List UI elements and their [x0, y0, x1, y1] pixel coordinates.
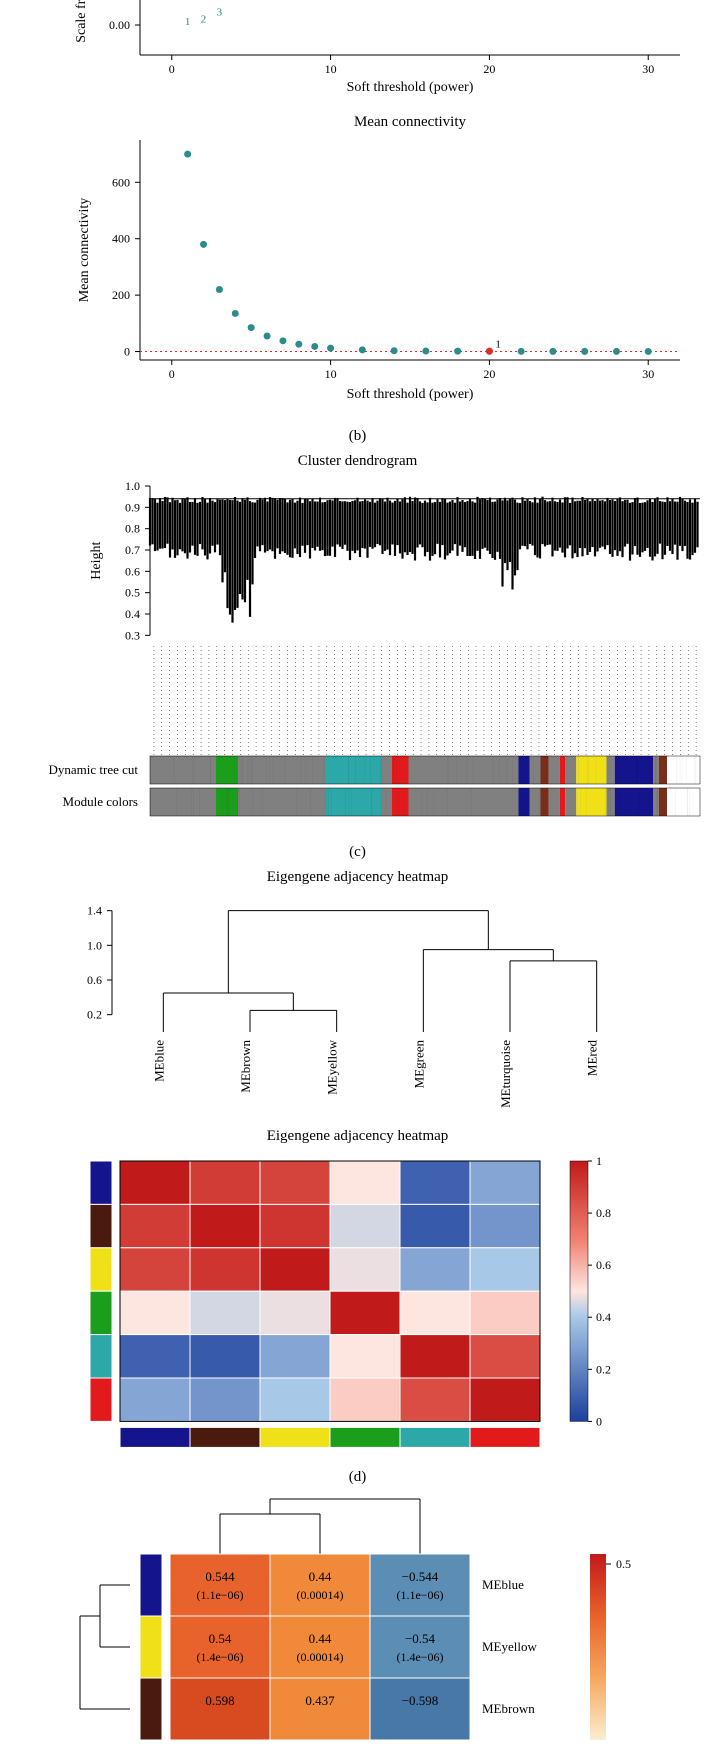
- svg-text:MEturquoise: MEturquoise: [498, 1040, 513, 1108]
- svg-text:Dynamic tree cut: Dynamic tree cut: [48, 762, 138, 777]
- svg-text:0: 0: [596, 1414, 602, 1428]
- svg-text:10: 10: [325, 62, 337, 76]
- svg-text:MEblue: MEblue: [151, 1040, 166, 1082]
- svg-text:(1.4e−06): (1.4e−06): [396, 1650, 443, 1664]
- svg-text:0.2: 0.2: [596, 1362, 611, 1376]
- svg-text:0.2: 0.2: [87, 1008, 102, 1022]
- svg-text:(1.4e−06): (1.4e−06): [196, 1650, 243, 1664]
- panel-b-label: (b): [0, 428, 715, 445]
- svg-text:0.8: 0.8: [596, 1206, 611, 1220]
- svg-text:0.9: 0.9: [125, 500, 140, 514]
- svg-text:MEyellow: MEyellow: [325, 1039, 340, 1094]
- svg-text:0: 0: [124, 345, 130, 359]
- svg-text:(0.00014): (0.00014): [297, 1650, 344, 1664]
- svg-text:Mean connectivity: Mean connectivity: [354, 114, 467, 130]
- svg-text:0.6: 0.6: [87, 973, 102, 987]
- svg-text:1.4: 1.4: [87, 904, 102, 918]
- svg-text:0: 0: [169, 62, 175, 76]
- svg-text:1.0: 1.0: [125, 479, 140, 493]
- panel-d-dendro-title: Eigengene adjacency heatmap: [0, 869, 715, 886]
- svg-text:1.0: 1.0: [87, 938, 102, 952]
- svg-text:−0.544: −0.544: [402, 1569, 439, 1584]
- svg-text:Mean connectivity: Mean connectivity: [77, 198, 92, 303]
- svg-text:MEgreen: MEgreen: [411, 1040, 426, 1089]
- svg-text:200: 200: [112, 288, 130, 302]
- svg-text:1: 1: [596, 1154, 602, 1168]
- svg-text:2: 2: [201, 14, 207, 26]
- svg-text:0.54: 0.54: [209, 1631, 232, 1646]
- panel-d-label: (d): [0, 1469, 715, 1486]
- svg-text:Height: Height: [89, 542, 104, 580]
- svg-text:0.7: 0.7: [125, 543, 140, 557]
- svg-text:0.44: 0.44: [309, 1569, 332, 1584]
- svg-text:0.437: 0.437: [305, 1693, 335, 1708]
- panel-c-label: (c): [0, 844, 715, 861]
- eigengene-dendrogram: 0.2 0.6 1.0 1.4 MEblue MEbrown MEyellow MEgreen…: [0, 892, 715, 1122]
- svg-text:1: 1: [185, 16, 191, 28]
- svg-text:0.3: 0.3: [125, 628, 140, 642]
- svg-text:3: 3: [217, 6, 223, 18]
- cluster-dendrogram: 0.3 0.4 0.5 0.6 0.7 0.8 0.9 1.0 Height Dynamic tr…: [0, 476, 715, 836]
- svg-text:0.4: 0.4: [125, 607, 140, 621]
- svg-text:MEblue: MEblue: [482, 1577, 524, 1592]
- panel-c-title: Cluster dendrogram: [0, 453, 715, 470]
- eigengene-heatmap: 0 0.2 0.4 0.6 0.8 1: [0, 1151, 715, 1461]
- svg-text:(1.1e−06): (1.1e−06): [396, 1588, 443, 1602]
- svg-text:−0.54: −0.54: [405, 1631, 436, 1646]
- svg-text:0.598: 0.598: [205, 1693, 234, 1708]
- svg-text:0.544: 0.544: [205, 1569, 235, 1584]
- panel-d-heatmap-title: Eigengene adjacency heatmap: [0, 1128, 715, 1145]
- svg-text:1: 1: [495, 338, 501, 350]
- module-trait-heatmap: 0.544 (1.1e−06) 0.44 (0.00014) −0.544 (1.1e−0…: [0, 1494, 715, 1754]
- svg-text:−0.598: −0.598: [402, 1693, 439, 1708]
- svg-text:0.6: 0.6: [125, 564, 140, 578]
- svg-text:20: 20: [483, 62, 495, 76]
- svg-text:0.8: 0.8: [125, 522, 140, 536]
- svg-text:0.00: 0.00: [109, 18, 130, 32]
- svg-text:Module colors: Module colors: [63, 794, 138, 809]
- svg-text:10: 10: [325, 367, 337, 381]
- scale-free-fragment: 0.00 0 10 20 30 Soft threshold (power) Scale f…: [0, 0, 715, 110]
- svg-text:Soft threshold (power): Soft threshold (power): [347, 387, 474, 402]
- svg-text:MEyellow: MEyellow: [482, 1639, 537, 1654]
- svg-text:MEred: MEred: [585, 1040, 600, 1077]
- svg-text:600: 600: [112, 175, 130, 189]
- svg-text:MEbrown: MEbrown: [238, 1040, 253, 1093]
- svg-text:(1.1e−06): (1.1e−06): [196, 1588, 243, 1602]
- svg-text:0.4: 0.4: [596, 1310, 611, 1324]
- svg-text:30: 30: [642, 62, 654, 76]
- svg-text:0.44: 0.44: [309, 1631, 332, 1646]
- svg-text:0.6: 0.6: [596, 1258, 611, 1272]
- svg-text:0.5: 0.5: [616, 1557, 631, 1571]
- svg-text:20: 20: [483, 367, 495, 381]
- svg-text:Soft threshold (power): Soft threshold (power): [347, 80, 474, 95]
- svg-text:0: 0: [169, 367, 175, 381]
- svg-text:0.5: 0.5: [125, 586, 140, 600]
- svg-text:MEbrown: MEbrown: [482, 1701, 535, 1716]
- svg-text:400: 400: [112, 232, 130, 246]
- svg-text:30: 30: [642, 367, 654, 381]
- svg-text:(0.00014): (0.00014): [297, 1588, 344, 1602]
- svg-text:Scale free: Scale free: [74, 0, 89, 43]
- mean-connectivity-chart: Mean connectivity 0 10 20 30 0 200 400 600 Soft t…: [0, 110, 715, 420]
